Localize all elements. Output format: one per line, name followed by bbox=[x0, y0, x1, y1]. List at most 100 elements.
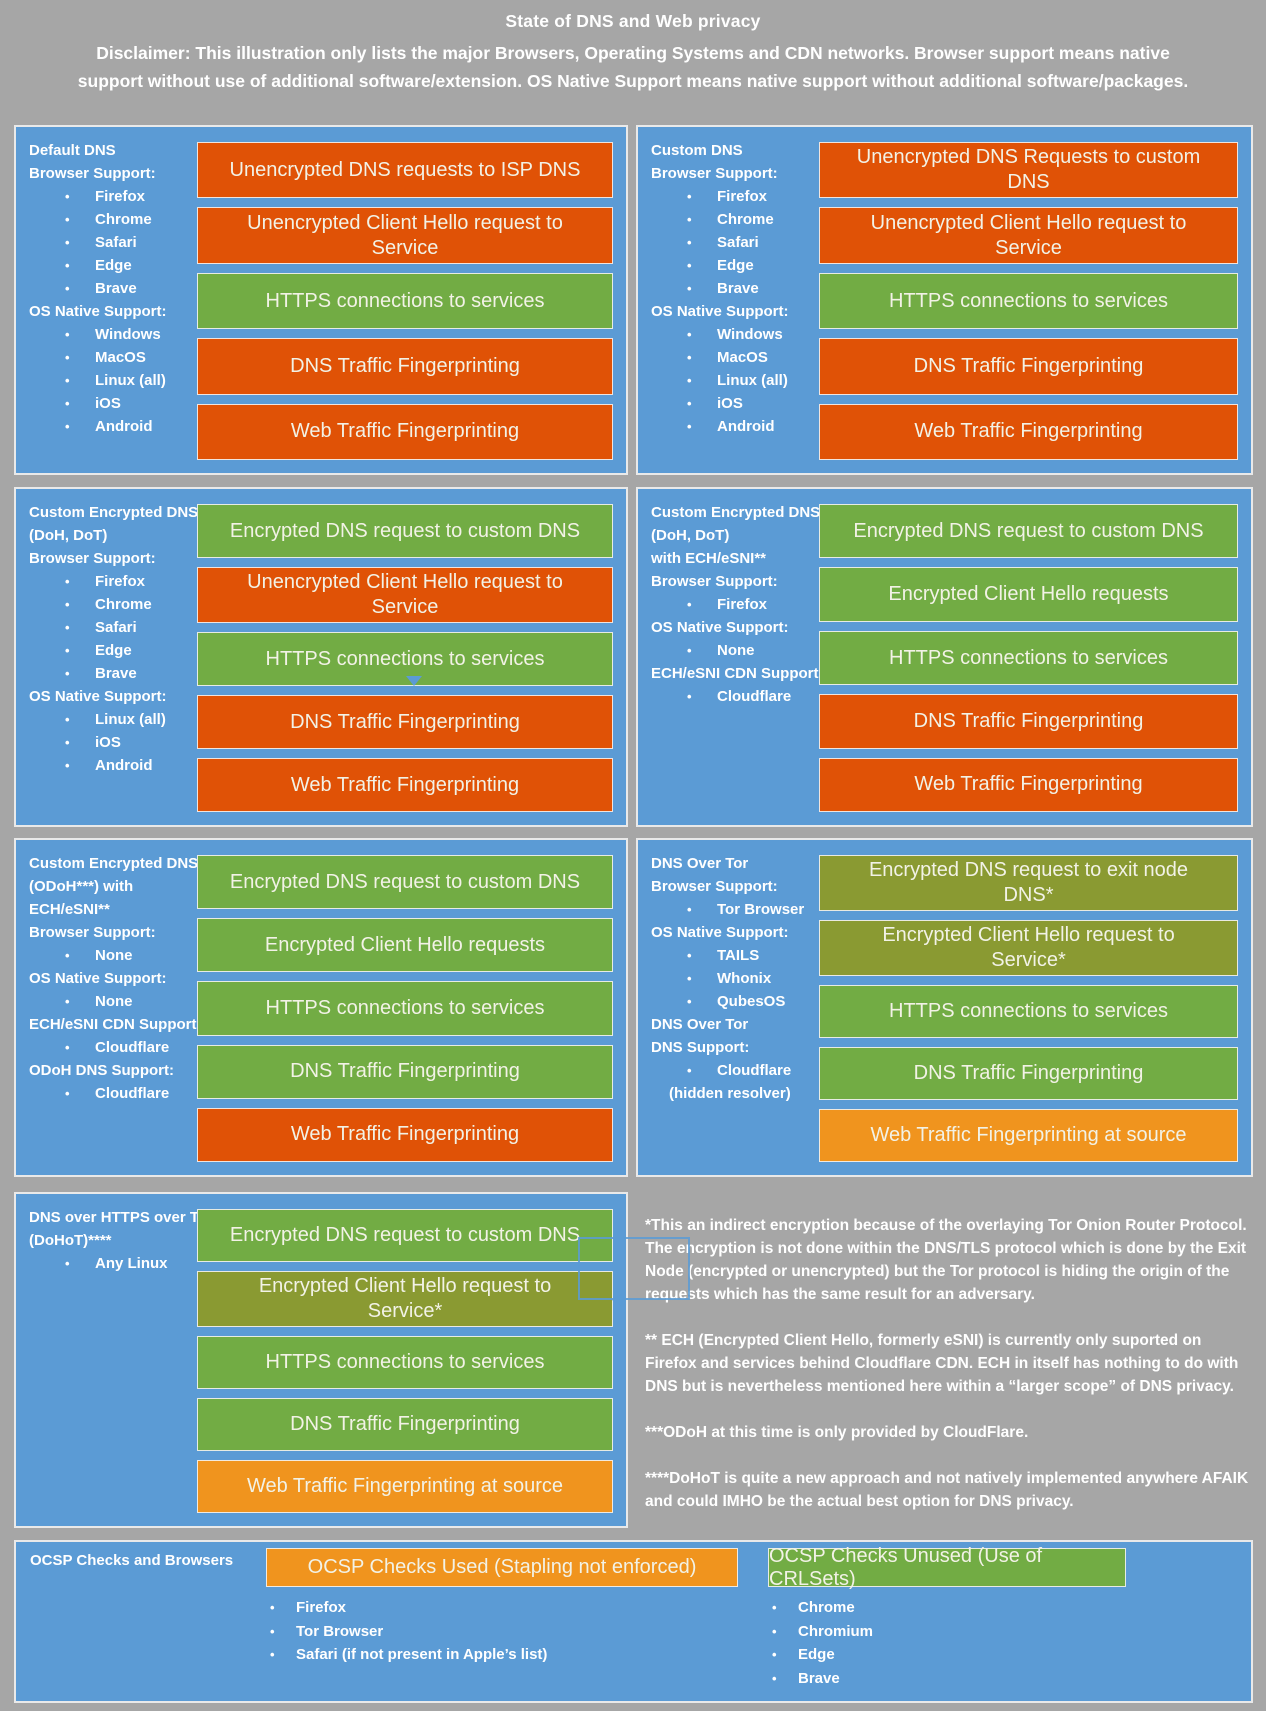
status-box-olive: Encrypted Client Hello request to Servic… bbox=[197, 1271, 613, 1327]
status-box-amber: Web Traffic Fingerprinting at source bbox=[819, 1109, 1238, 1162]
footnote: ** ECH (Encrypted Client Hello, formerly… bbox=[645, 1332, 1239, 1395]
list-item-label: Android bbox=[717, 418, 775, 435]
status-box-green: Encrypted DNS request to custom DNS bbox=[197, 1209, 613, 1262]
status-box-green: HTTPS connections to services bbox=[197, 272, 613, 330]
status-box-red: Unencrypted DNS Requests to custom DNS bbox=[819, 142, 1238, 199]
list-item-label: Safari (if not present in Apple’s list) bbox=[296, 1646, 548, 1663]
list-item-label: Tor Browser bbox=[296, 1622, 384, 1640]
list-item: • None bbox=[687, 639, 816, 662]
list-item-label: Cloudflare bbox=[717, 688, 792, 705]
list-item-label: Any Linux bbox=[95, 1255, 168, 1272]
panel-heading: ECH/eSNI CDN Support: bbox=[651, 665, 824, 682]
status-box-red: Web Traffic Fingerprinting bbox=[197, 1107, 613, 1163]
list-item-label: QubesOS bbox=[717, 993, 786, 1010]
bullet-icon: • bbox=[687, 643, 692, 658]
bullet-icon: • bbox=[772, 1647, 777, 1662]
panel-custom-encrypted-dns: Custom Encrypted DNS (DoH, DoT) Browser Su… bbox=[14, 487, 628, 827]
list-subnote: (hidden resolver) bbox=[669, 1085, 791, 1102]
bullet-icon: • bbox=[772, 1670, 777, 1686]
panel-heading: OS Native Support: bbox=[651, 303, 789, 320]
panel-heading: Custom Encrypted DNS bbox=[651, 504, 821, 521]
list-item: • Firefox bbox=[65, 570, 194, 593]
list-item-label: Edge bbox=[798, 1646, 835, 1663]
bullet-icon: • bbox=[687, 258, 692, 273]
bullet-icon: • bbox=[65, 666, 70, 681]
status-box-red: Unencrypted Client Hello request to Serv… bbox=[819, 207, 1238, 264]
panel-dohot: DNS over HTTPS over Tor (DoHoT)**** • Any L… bbox=[14, 1192, 628, 1528]
status-box-red: Unencrypted Client Hello request to Serv… bbox=[197, 567, 613, 623]
panel-custom-dns: Custom DNS Browser Support: • Firefox • Chrom… bbox=[636, 125, 1253, 475]
panel-heading: (DoHoT)**** bbox=[29, 1232, 112, 1249]
list-item-label: Firefox bbox=[296, 1599, 347, 1616]
list-item-label: Cloudflare bbox=[95, 1085, 170, 1102]
list-item: • Safari bbox=[687, 231, 816, 254]
list-item-label: Safari bbox=[95, 234, 137, 251]
list-item-label: Safari bbox=[95, 619, 137, 636]
list-item: • Any Linux bbox=[65, 1252, 194, 1275]
bullet-icon: • bbox=[687, 235, 692, 250]
status-box-green: HTTPS connections to services bbox=[197, 632, 613, 686]
panel-heading: OS Native Support: bbox=[651, 924, 789, 941]
panel-heading: ECH/eSNI CDN Support: bbox=[29, 1016, 202, 1033]
bullet-icon: • bbox=[65, 189, 70, 204]
panel-info: Custom Encrypted DNS (DoH, DoT) with ECH/e… bbox=[638, 489, 824, 825]
list-item-label: Brave bbox=[95, 280, 137, 297]
list-item: • Cloudflare bbox=[687, 1059, 816, 1082]
list-item: • Brave bbox=[65, 277, 194, 300]
ocsp-panel-title: OCSP Checks and Browsers bbox=[30, 1552, 234, 1569]
footnote: ***ODoH at this time is only provided by… bbox=[645, 1424, 1029, 1441]
status-boxes: Unencrypted DNS requests to ISP DNS Unenc… bbox=[194, 127, 626, 473]
list-item-label: Chrome bbox=[717, 211, 774, 228]
status-box-green: Encrypted Client Hello requests bbox=[197, 918, 613, 973]
bullet-icon: • bbox=[687, 994, 692, 1009]
bullet-icon: • bbox=[65, 419, 70, 434]
bullet-icon: • bbox=[65, 1086, 70, 1101]
list-item-label: iOS bbox=[95, 734, 121, 751]
status-box-red: Web Traffic Fingerprinting bbox=[819, 757, 1238, 813]
list-item: • Safari bbox=[65, 616, 194, 639]
panel-heading: Browser Support: bbox=[29, 550, 156, 567]
bullet-icon: • bbox=[687, 327, 692, 342]
list-item-label: Android bbox=[95, 757, 153, 774]
list-item: • Safari bbox=[65, 231, 194, 254]
bullet-icon: • bbox=[65, 948, 70, 963]
list-item: • Windows bbox=[65, 323, 194, 346]
panel-heading: Browser Support: bbox=[29, 165, 156, 182]
panel-heading: OS Native Support: bbox=[29, 303, 167, 320]
list-item: • None bbox=[65, 944, 194, 967]
status-box-red: DNS Traffic Fingerprinting bbox=[819, 338, 1238, 395]
status-box-red: DNS Traffic Fingerprinting bbox=[197, 695, 613, 749]
bullet-icon: • bbox=[65, 1256, 70, 1271]
list-item: • Android bbox=[65, 415, 194, 438]
list-item-label: Brave bbox=[798, 1669, 840, 1687]
list-item: • TAILS bbox=[687, 944, 816, 967]
status-box-green: DNS Traffic Fingerprinting bbox=[197, 1398, 613, 1451]
list-item: • Edge bbox=[772, 1643, 1126, 1667]
bullet-icon: • bbox=[65, 258, 70, 273]
bullet-icon: • bbox=[687, 689, 692, 704]
list-item-label: Chrome bbox=[95, 211, 152, 228]
panel-heading: OS Native Support: bbox=[651, 619, 789, 636]
status-box-red: DNS Traffic Fingerprinting bbox=[197, 338, 613, 395]
list-item: • Chrome bbox=[687, 208, 816, 231]
bullet-icon: • bbox=[772, 1600, 777, 1615]
list-item: • Cloudflare bbox=[65, 1082, 194, 1105]
list-item-label: Edge bbox=[95, 257, 132, 274]
bullet-icon: • bbox=[687, 281, 692, 296]
bullet-icon: • bbox=[687, 1063, 692, 1078]
panel-heading: DNS over HTTPS over Tor bbox=[29, 1209, 213, 1226]
disclaimer-text: Disclaimer: This illustration only lists… bbox=[77, 43, 1189, 91]
list-item-label: MacOS bbox=[717, 349, 768, 366]
list-item: • Firefox bbox=[65, 185, 194, 208]
list-item: • Firefox bbox=[687, 185, 816, 208]
bullet-icon: • bbox=[65, 281, 70, 296]
list-item: • Tor Browser bbox=[687, 898, 816, 921]
bullet-icon: • bbox=[65, 212, 70, 227]
ocsp-panel: OCSP Checks and Browsers OCSP Checks Use… bbox=[14, 1540, 1253, 1703]
list-item: • Edge bbox=[687, 254, 816, 277]
bullet-icon: • bbox=[65, 994, 70, 1009]
bullet-icon: • bbox=[65, 712, 70, 727]
status-boxes: Encrypted DNS request to custom DNS Unenc… bbox=[194, 489, 626, 825]
panel-heading: Browser Support: bbox=[651, 165, 778, 182]
